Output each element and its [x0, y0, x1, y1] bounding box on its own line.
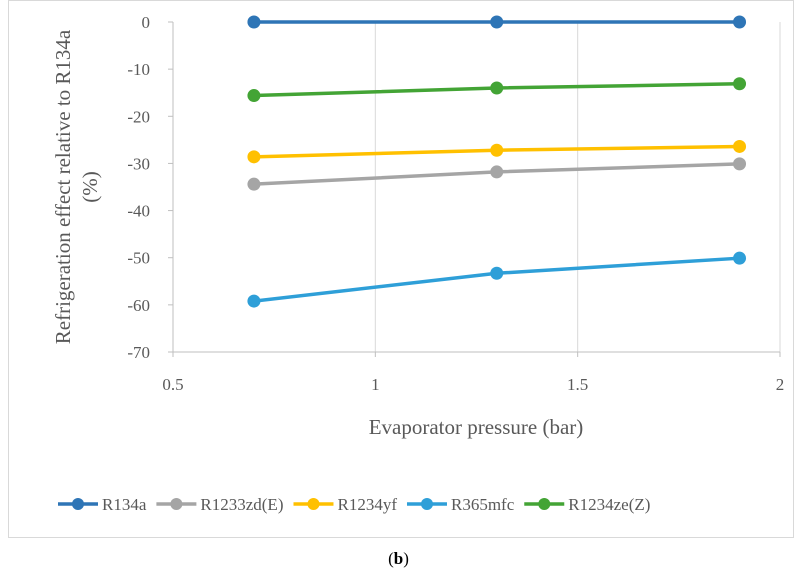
legend-label: R1234yf: [337, 495, 397, 514]
legend-label: R1233zd(E): [200, 495, 283, 514]
y-tick-label: -40: [127, 202, 150, 221]
legend-marker: [307, 498, 320, 510]
caption-letter: b: [393, 549, 404, 568]
caption-close-paren: ): [403, 549, 409, 568]
x-tick-label: 2: [776, 375, 785, 394]
legend-marker: [420, 498, 433, 510]
data-point-r1233zd-e: [490, 165, 504, 179]
data-point-r1234yf: [247, 150, 261, 164]
data-point-r365mfc: [733, 251, 747, 265]
data-point-r134a: [490, 15, 504, 29]
y-tick-label: -60: [127, 296, 150, 315]
legend: R134a R1233zd(E) R1234yf R365mfc R1234ze(Z): [58, 495, 650, 514]
legend-label: R1234ze(Z): [568, 495, 650, 514]
legend-item-r1234yf: R1234yf: [293, 495, 397, 514]
caption-open-paren: (: [388, 549, 394, 568]
data-point-r1233zd-e: [247, 177, 261, 191]
x-tick-label: 1: [371, 375, 380, 394]
legend-label: R365mfc: [451, 495, 515, 514]
y-tick-label: -50: [127, 249, 150, 268]
legend-marker: [170, 498, 183, 510]
y-axis-title-line2: (%): [78, 171, 102, 202]
legend-marker: [538, 498, 551, 510]
legend-item-r1234ze-z: R1234ze(Z): [524, 495, 650, 514]
y-tick-label: -20: [127, 107, 150, 126]
data-point-r1234ze-z: [733, 77, 747, 91]
data-point-r365mfc: [490, 266, 504, 280]
series-r1234yf: [247, 139, 747, 164]
data-point-r365mfc: [247, 294, 261, 308]
y-tick-label: -70: [127, 343, 150, 362]
data-point-r1234yf: [733, 139, 747, 153]
legend-item-r365mfc: R365mfc: [406, 495, 515, 514]
legend-marker: [72, 498, 84, 510]
data-point-r1233zd-e: [733, 157, 747, 171]
x-tick-label: 1.5: [567, 375, 588, 394]
data-point-r134a: [247, 15, 261, 29]
data-point-r1234yf: [490, 143, 504, 157]
x-axis-title: Evaporator pressure (bar): [369, 415, 584, 439]
tick-labels: 0 -10 -20 -30 -40 -50 -60 -70 0.5 1 1.5 2: [127, 13, 784, 394]
figure-caption: (b): [0, 549, 797, 569]
data-point-r1234ze-z: [247, 89, 261, 103]
data-point-r134a: [733, 15, 747, 29]
y-tick-label: -30: [127, 154, 150, 173]
y-tick-label: 0: [142, 13, 151, 32]
axes: [168, 21, 781, 357]
series-r365mfc: [247, 251, 747, 308]
series-lines: [247, 15, 747, 308]
data-point-r1234ze-z: [490, 81, 504, 95]
x-tick-label: 0.5: [162, 375, 183, 394]
y-tick-label: -10: [127, 60, 150, 79]
y-axis-title-line1: Refrigeration effect relative to R134a: [51, 29, 75, 344]
legend-item-r134a: R134a: [58, 495, 147, 514]
series-r1233zd-e: [247, 157, 747, 191]
legend-item-r1233zd-e: R1233zd(E): [156, 495, 283, 514]
legend-label: R134a: [102, 495, 147, 514]
gridlines: [374, 22, 781, 352]
series-r134a: [247, 15, 747, 29]
series-r1234ze-z: [247, 77, 747, 103]
